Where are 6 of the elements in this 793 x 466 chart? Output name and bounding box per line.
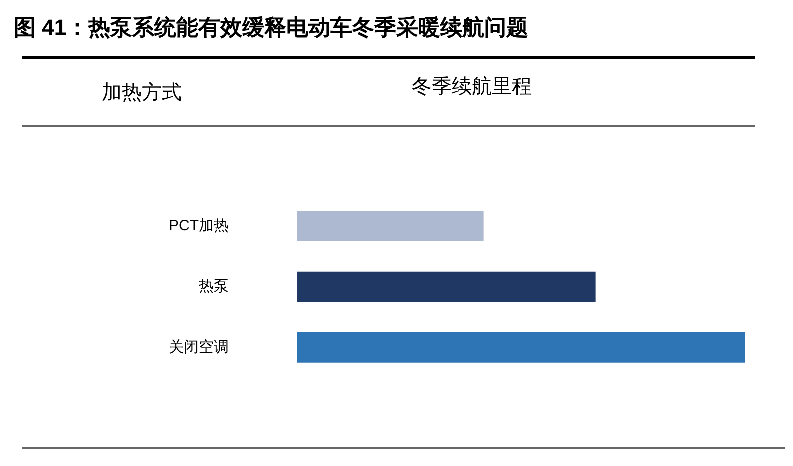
y-tick-label: PCT加热 — [169, 217, 229, 234]
x-axis-title: 冬季续航里程 — [412, 75, 532, 100]
y-tick-label: 关闭空调 — [169, 338, 229, 356]
y-tick-label: 热泵 — [199, 278, 229, 296]
chart-title: 图 41：热泵系统能有效缓释电动车冬季采暖续航问题 — [13, 14, 530, 42]
y-axis-title: 加热方式 — [102, 81, 182, 106]
